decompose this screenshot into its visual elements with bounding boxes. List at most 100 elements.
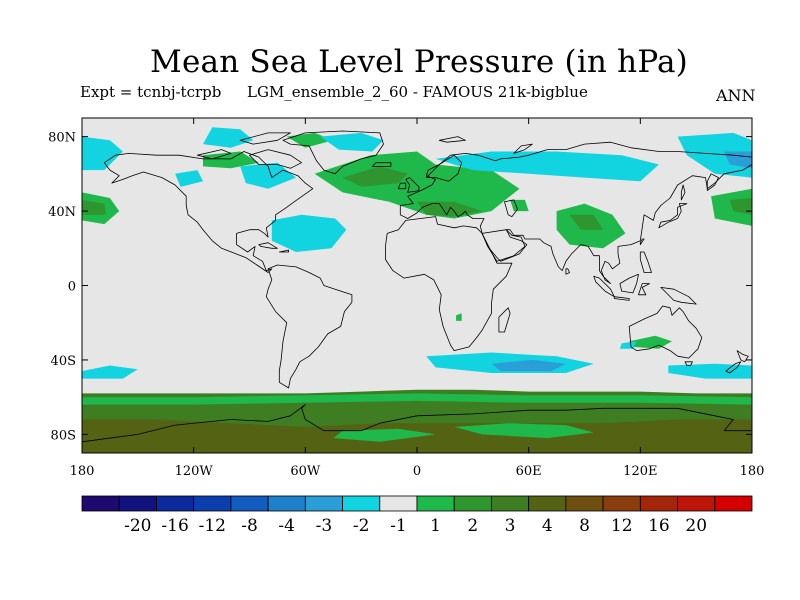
colorbar-swatch [379,495,418,512]
coast-north-america [103,151,314,273]
ensemble-label: LGM_ensemble_2_60 - FAMOUS 21k-bigblue [247,83,588,101]
region-baffin-2 [203,151,259,169]
colorbar-label: -1 [390,516,407,536]
season-label: ANN [716,86,756,105]
colorbar-swatch [602,495,641,512]
coast-tasmania [684,361,693,366]
colorbar-label: 8 [579,516,590,536]
coast-novaya-zemlya [513,143,533,154]
chart-title: Mean Sea Level Pressure (in hPa) [150,44,688,80]
coast-madagascar [498,307,511,333]
coast-hispaniola [278,249,290,253]
colorbar-swatch [714,495,753,512]
colorbar-swatch [304,495,343,512]
coast-sulawesi [638,283,650,296]
coast-taiwan [639,238,645,246]
region-canada-minus1-b [240,162,296,189]
lon-tick-label: 120E [623,464,657,479]
region-africa-2 [456,313,462,321]
coast-kamchatka [706,173,719,192]
colorbar-swatch [677,495,716,512]
colorbar-swatch [416,495,455,512]
colorbar-swatch [193,495,232,512]
lat-tick-label: 80S [51,428,76,443]
lat-tick-label: 80N [48,131,76,146]
region-antarctic-inner-2 [82,393,752,405]
coastlines [82,130,752,453]
coast-java [613,296,630,301]
experiment-label: Expt = tcnbj-tcrpb [80,83,222,101]
colorbar-label: -4 [278,516,295,536]
longitude-axis: 180 120W 60W 0 60E 120E 180 [70,118,765,479]
coast-japan [658,203,688,229]
colorbar-swatch [230,495,269,512]
coast-australia [628,305,703,359]
coast-victoria-island [196,149,232,160]
coast-antarctica [82,404,752,453]
coast-africa [384,216,513,352]
colorbar-swatch [342,495,381,512]
region-siberia-minus1 [435,151,659,182]
region-canada-minus1-c [175,170,203,187]
lon-tick-label: 60W [290,464,321,479]
coast-philippines [639,251,652,273]
region-bering-minus2 [724,151,752,169]
coast-new-zealand-north [736,350,749,363]
coast-greenland [282,130,384,175]
colorbar-label: -20 [124,516,151,536]
coast-svalbard [438,136,466,143]
region-antarctic-patch-2a [454,423,594,439]
region-europe-3 [342,166,408,187]
coast-baffin-island [249,149,303,169]
coast-arabian-peninsula [481,229,526,262]
coast-iceland [371,162,392,167]
region-australia-2 [629,335,672,349]
lat-tick-label: 40N [48,205,76,220]
region-alaska-minus1 [82,136,123,171]
coast-south-america [265,264,353,389]
colorbar-swatch [565,495,604,512]
region-south-ocean-minus2 [491,359,566,372]
region-north-pacific-west-2 [711,188,752,226]
lon-tick-label: 0 [413,464,421,479]
colorbar-label: -8 [241,516,258,536]
colorbar-swatch [528,495,567,512]
region-arctic-east-minus1 [677,132,752,178]
colorbar-label: -3 [316,516,333,536]
colorbar-label: -16 [161,516,188,536]
colorbar: -20 -16 -12 -8 -4 -3 -2 -1 1 2 3 4 8 12 16 20 [81,495,753,536]
lon-tick-label: 180 [70,464,95,479]
colorbar-label: 12 [611,516,633,536]
colorbar-swatch [156,495,195,512]
region-north-pacific-east-3 [82,199,107,215]
colorbar-swatch [81,495,120,512]
colorbar-swatch [491,495,530,512]
coast-ellesmere [239,132,291,145]
coast-ireland [397,182,407,190]
lon-tick-label: 60E [516,464,542,479]
colorbar-swatch [267,495,306,512]
region-atlantic-minus1 [271,214,347,252]
colorbar-swatch [453,495,492,512]
lat-tick-label: 0 [68,280,76,295]
region-asia-3 [569,214,604,230]
region-canada-minus1-a [203,127,254,148]
coast-scandinavia-fill [425,154,463,182]
colorbar-label: 20 [685,516,707,536]
coast-new-zealand-south [725,361,742,374]
coast-cuba [258,242,278,249]
colorbar-swatch [118,495,157,512]
region-south-pacific-minus1 [82,365,138,379]
lat-tick-label: 40S [51,354,76,369]
colorbar-label: 2 [467,516,478,536]
colorbar-swatch [639,495,678,512]
coast-new-guinea [660,286,697,305]
region-antarctic-patch-2b [333,428,436,442]
colorbar-label: -12 [199,516,226,536]
lon-tick-label: 180 [740,464,765,479]
region-greenland-minus1 [320,132,384,152]
colorbar-label: 16 [648,516,670,536]
colorbar-label: 4 [542,516,553,536]
coast-great-britain [405,177,420,193]
